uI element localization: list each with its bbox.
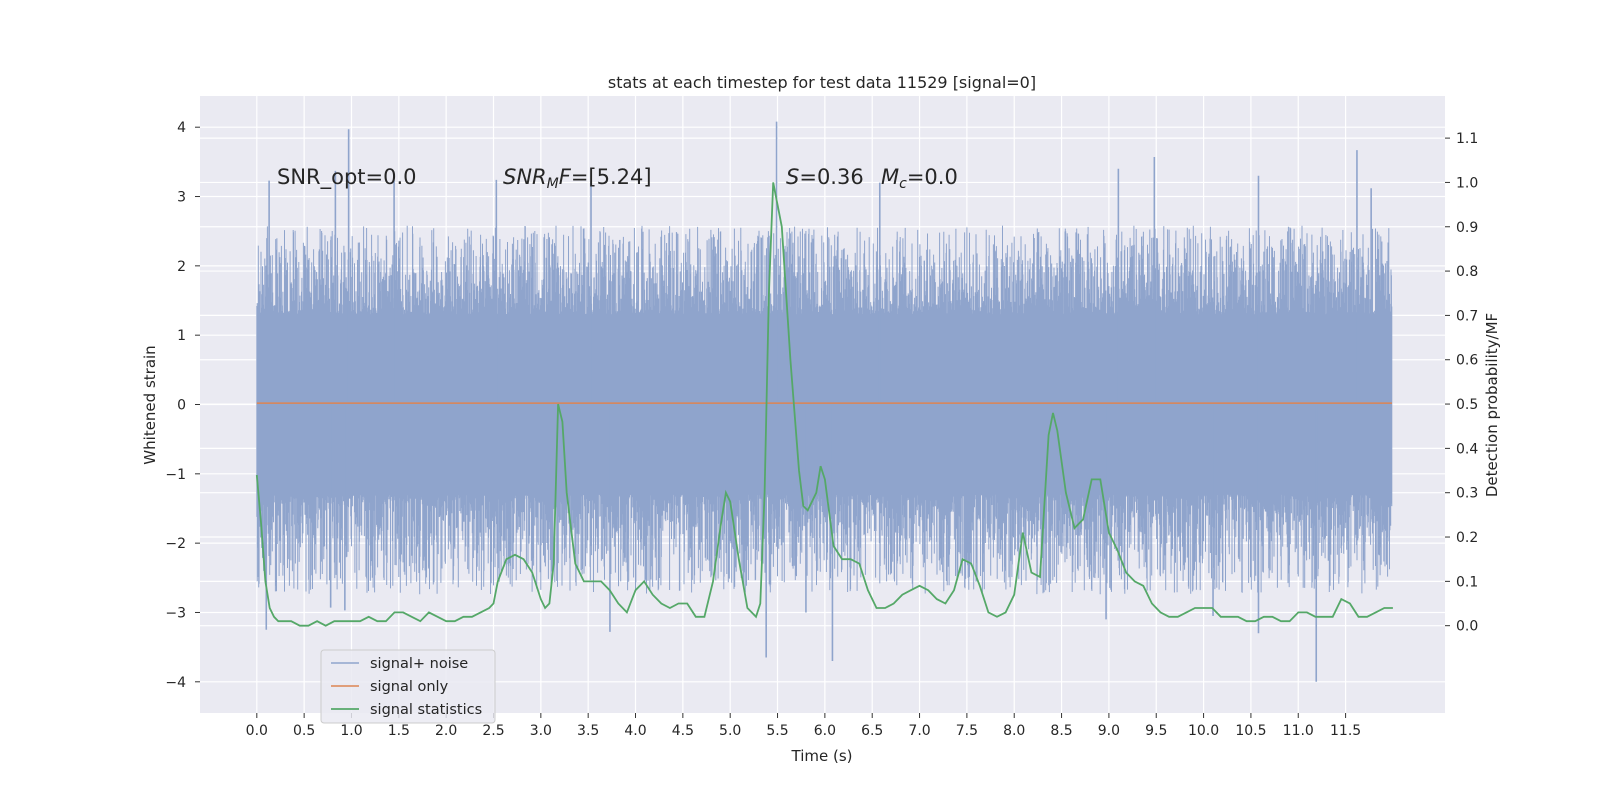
- s-annotation: S=0.36: [786, 165, 864, 189]
- y-left-tick-label: 2: [177, 259, 186, 275]
- x-axis-label: Time (s): [791, 747, 853, 765]
- y-left-tick-label: 0: [177, 398, 186, 414]
- chart-title: stats at each timestep for test data 115…: [608, 73, 1036, 92]
- x-tick-label: 7.0: [908, 723, 930, 739]
- x-axis: 0.0 0.5 1.0 1.5 2.0 2.5 3.0 3.5 4.0 4.5 5.0 5.5 6.0 6…: [246, 713, 1361, 739]
- y-right-tick-label: 0.0: [1456, 619, 1478, 635]
- x-tick-label: 5.0: [719, 723, 741, 739]
- y-right-tick-label: 1.0: [1456, 175, 1478, 191]
- y-left-tick-label: 3: [177, 190, 186, 206]
- mc-value: =0.0: [907, 165, 958, 189]
- y-right-tick-label: 0.4: [1456, 441, 1478, 457]
- y-left-tick-label: −3: [165, 605, 186, 621]
- x-tick-label: 1.0: [340, 723, 362, 739]
- legend-label-signal-only: signal only: [370, 679, 449, 695]
- x-tick-label: 3.0: [530, 723, 552, 739]
- y-right-tick-label: 0.6: [1456, 353, 1478, 369]
- mc-annotation: Mc=0.0: [881, 165, 958, 192]
- x-tick-label: 9.5: [1145, 723, 1167, 739]
- legend-label-signal-statistics: signal statistics: [370, 702, 482, 718]
- x-tick-label: 4.5: [672, 723, 694, 739]
- annotations: SNR_opt=0.0 SNRMF=[5.24] S=0.36 Mc=0.0: [277, 165, 958, 192]
- snr-mf-annotation: SNRMF=[5.24]: [503, 165, 652, 192]
- x-tick-label: 11.5: [1330, 723, 1361, 739]
- x-tick-label: 0.0: [246, 723, 268, 739]
- y-left-tick-label: 1: [177, 328, 186, 344]
- x-tick-label: 7.5: [956, 723, 978, 739]
- legend: signal+ noise signal only signal statist…: [320, 649, 496, 724]
- x-tick-label: 1.5: [388, 723, 410, 739]
- y-right-tick-label: 0.2: [1456, 530, 1478, 546]
- y-axis-left: 4 3 2 1 0 −1 −2 −3 −4: [165, 120, 200, 691]
- y-left-tick-label: −2: [165, 536, 186, 552]
- x-tick-label: 8.0: [1003, 723, 1025, 739]
- y-right-tick-label: 0.9: [1456, 220, 1478, 236]
- x-tick-label: 3.5: [577, 723, 599, 739]
- y-left-tick-label: −1: [165, 467, 186, 483]
- x-tick-label: 0.5: [293, 723, 315, 739]
- noise-spikes: [256, 225, 1393, 595]
- x-tick-label: 2.5: [482, 723, 504, 739]
- x-tick-label: 6.0: [814, 723, 836, 739]
- y-left-tick-label: −4: [165, 675, 186, 691]
- signal-plus-noise-series: [256, 121, 1393, 682]
- y-axis-right-label: Detection probability/MF: [1483, 313, 1501, 497]
- x-tick-label: 11.0: [1283, 723, 1314, 739]
- y-right-tick-label: 0.5: [1456, 397, 1478, 413]
- snr-mf-tail: F: [559, 165, 572, 189]
- y-right-tick-label: 0.7: [1456, 308, 1478, 324]
- snr-opt-annotation: SNR_opt=0.0: [277, 165, 417, 190]
- y-right-tick-label: 1.1: [1456, 131, 1478, 147]
- x-tick-label: 5.5: [766, 723, 788, 739]
- x-tick-label: 6.5: [861, 723, 883, 739]
- y-right-tick-label: 0.1: [1456, 574, 1478, 590]
- legend-label-signal-plus-noise: signal+ noise: [370, 656, 468, 672]
- y-left-tick-label: 4: [177, 120, 186, 136]
- x-tick-label: 2.0: [435, 723, 457, 739]
- legend-box: [320, 649, 496, 724]
- signal-statistics-series: [255, 182, 1393, 627]
- y-axis-right: 1.1 1.0 0.9 0.8 0.7 0.6 0.5 0.4 0.3 0.2 0.1 0.0: [1445, 131, 1478, 635]
- s-value: =0.36: [799, 165, 863, 189]
- mc-name: M: [881, 165, 899, 189]
- snr-mf-name: SNR: [503, 165, 547, 189]
- snr-mf-subscript: M: [547, 176, 559, 192]
- x-tick-label: 4.0: [624, 723, 646, 739]
- x-tick-label: 10.0: [1188, 723, 1219, 739]
- x-tick-label: 8.5: [1050, 723, 1072, 739]
- x-tick-label: 9.0: [1098, 723, 1120, 739]
- y-right-tick-label: 0.3: [1456, 486, 1478, 502]
- mc-subscript: c: [899, 176, 907, 192]
- y-axis-left-label: Whitened strain: [141, 345, 159, 464]
- s-name: S: [786, 165, 799, 189]
- snr-mf-value: =[5.24]: [571, 165, 652, 189]
- y-right-tick-label: 0.8: [1456, 264, 1478, 280]
- x-tick-label: 10.5: [1235, 723, 1266, 739]
